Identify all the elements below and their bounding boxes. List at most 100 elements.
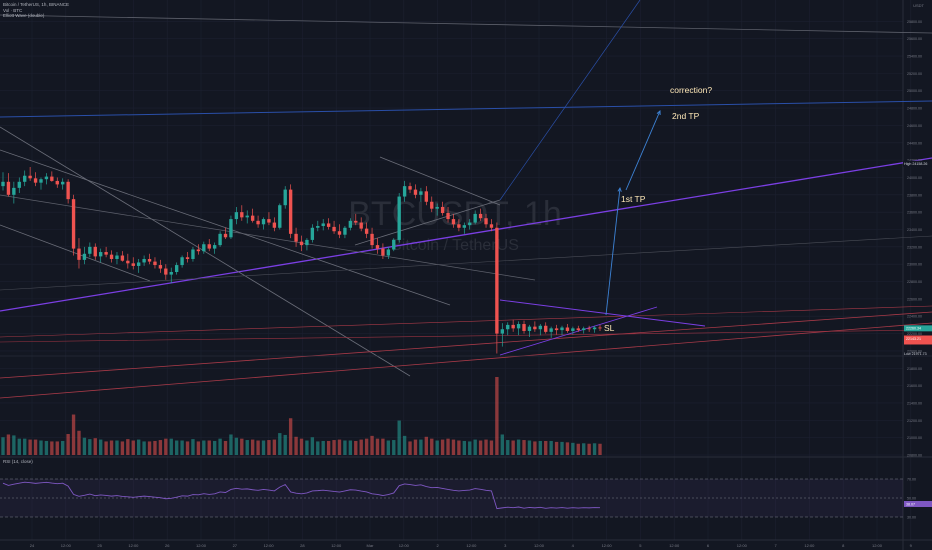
- volume-bar: [370, 435, 374, 455]
- high-tag: [903, 160, 932, 167]
- candle-body: [370, 233, 374, 246]
- candle-body: [364, 228, 369, 234]
- candle-body: [229, 219, 233, 238]
- price-tick-label: 21600.00: [907, 384, 922, 388]
- arrow-line: [625, 110, 661, 191]
- volume-bar: [435, 440, 439, 455]
- currency-label[interactable]: USDT: [913, 3, 924, 8]
- rsi-line: [2, 481, 601, 510]
- volume-bar: [131, 440, 135, 455]
- indicator-elliott[interactable]: Elliott Wave (double): [3, 13, 45, 19]
- time-tick-label: 3: [504, 543, 507, 548]
- volume-bar: [592, 443, 597, 455]
- projection-line: [499, 0, 641, 201]
- volume-bar: [61, 440, 65, 455]
- volume-bar: [446, 438, 450, 455]
- volume-bar: [522, 440, 526, 455]
- candle-body: [158, 265, 163, 269]
- candle-body: [126, 260, 130, 264]
- time-tick-label: 12:00: [466, 543, 477, 548]
- volume-bar: [245, 440, 249, 455]
- current-price-text: 22143.21: [906, 337, 921, 341]
- chart-annotations: correction? 2nd TP 1st TP SL: [604, 85, 712, 333]
- candle-body: [484, 218, 488, 225]
- candle-body: [6, 181, 11, 195]
- candle-body: [495, 227, 499, 334]
- candle-body: [234, 212, 239, 220]
- candle-body: [592, 327, 597, 330]
- price-tick-label: 23600.00: [907, 211, 922, 215]
- volume-bar: [316, 441, 320, 455]
- volume-bar: [212, 440, 217, 455]
- time-tick-label: Mar: [367, 543, 375, 548]
- volume-bar: [71, 414, 76, 455]
- volume-bar: [250, 439, 255, 455]
- time-tick-label: 24: [30, 543, 35, 548]
- candle-body: [28, 175, 32, 179]
- volume-bar: [88, 439, 92, 455]
- volume-bar: [326, 440, 331, 455]
- last-price-text: 22260.34: [906, 327, 921, 331]
- candle-body: [88, 246, 92, 254]
- candle-body: [185, 257, 190, 259]
- candle-body: [299, 241, 304, 246]
- volume-bar: [478, 440, 483, 455]
- volume-bar: [77, 430, 81, 455]
- time-tick-label: 9: [910, 543, 913, 548]
- candle-body: [408, 186, 412, 190]
- volume-bar: [299, 438, 304, 455]
- volume-bar: [354, 440, 358, 455]
- volume-bar: [191, 439, 195, 455]
- price-tick-label: 24800.00: [907, 107, 922, 111]
- candle-body: [337, 231, 342, 235]
- candle-body: [500, 329, 504, 334]
- volume-bar: [343, 440, 347, 455]
- trendline-gray-mid: [0, 194, 536, 281]
- price-tick-label: 23800.00: [907, 193, 922, 197]
- volume-bar: [93, 438, 97, 455]
- candle-body: [207, 244, 211, 249]
- volume-bar: [397, 420, 401, 455]
- candle-body: [174, 265, 179, 272]
- support-line-4: [0, 329, 932, 343]
- candle-body: [397, 196, 401, 240]
- candle-body: [511, 324, 515, 329]
- volume-bar: [565, 442, 570, 455]
- price-tick-label: 25800.00: [907, 20, 922, 24]
- volume-bar: [402, 435, 407, 455]
- volume-bar: [305, 440, 309, 455]
- candle-body: [413, 189, 418, 195]
- volume-bar: [511, 440, 515, 455]
- candle-body: [23, 175, 27, 182]
- wedge-top: [379, 156, 501, 206]
- arrow-head: [656, 110, 661, 116]
- candle-body: [587, 328, 591, 330]
- volume-bar: [587, 443, 591, 455]
- watermark-name: Bitcoin / TetherUS: [391, 237, 519, 254]
- volume-bar: [516, 439, 521, 455]
- candle-body: [375, 245, 380, 249]
- time-tick-label: 6: [707, 543, 710, 548]
- time-tick-label: 12:00: [602, 543, 613, 548]
- rsi-title: RSI (14, close): [3, 459, 33, 464]
- volume-bar: [321, 440, 325, 455]
- symbol-title[interactable]: Bitcoin / TetherUS, 1h, BINANCE: [3, 2, 69, 7]
- volume-bar: [364, 438, 369, 455]
- candle-body: [142, 258, 146, 263]
- volume-bar: [375, 438, 380, 455]
- grid-lines: [0, 0, 912, 540]
- volume-bar: [337, 439, 342, 455]
- candle-body: [386, 249, 391, 256]
- price-tick-label: 23000.00: [907, 263, 922, 267]
- channel-line: [0, 126, 411, 377]
- candle-body: [17, 181, 21, 188]
- indicator-volume[interactable]: Vol · BTC: [3, 7, 23, 13]
- support-line-2: [0, 322, 932, 399]
- price-tick-label: 22600.00: [907, 297, 922, 301]
- volume-bar: [234, 437, 239, 455]
- time-tick-label: 12:00: [399, 543, 410, 548]
- volume-bar: [473, 439, 477, 455]
- volume-bar: [430, 438, 434, 455]
- candle-body: [1, 181, 5, 187]
